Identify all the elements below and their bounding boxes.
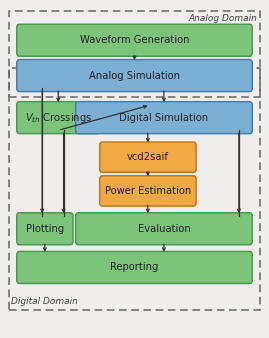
Text: Analog Simulation: Analog Simulation <box>89 71 180 80</box>
Text: Evaluation: Evaluation <box>137 224 190 234</box>
Text: vcd2saif: vcd2saif <box>127 152 169 162</box>
FancyBboxPatch shape <box>17 24 252 56</box>
Text: Power Estimation: Power Estimation <box>105 186 191 196</box>
FancyBboxPatch shape <box>17 251 252 284</box>
FancyBboxPatch shape <box>76 102 252 134</box>
Text: Waveform Generation: Waveform Generation <box>80 35 189 45</box>
Text: Reporting: Reporting <box>110 263 159 272</box>
Bar <box>9 68 260 310</box>
Bar <box>9 11 260 97</box>
FancyBboxPatch shape <box>100 176 196 206</box>
FancyBboxPatch shape <box>17 102 100 134</box>
Text: Digital Simulation: Digital Simulation <box>119 113 208 123</box>
FancyBboxPatch shape <box>100 142 196 172</box>
FancyBboxPatch shape <box>76 213 252 245</box>
Text: Digital Domain: Digital Domain <box>11 297 78 306</box>
Text: Analog Domain: Analog Domain <box>189 14 258 23</box>
FancyBboxPatch shape <box>17 59 252 92</box>
FancyBboxPatch shape <box>17 213 73 245</box>
Text: $V_{th}$ Crossings: $V_{th}$ Crossings <box>24 111 92 125</box>
Text: Plotting: Plotting <box>26 224 64 234</box>
